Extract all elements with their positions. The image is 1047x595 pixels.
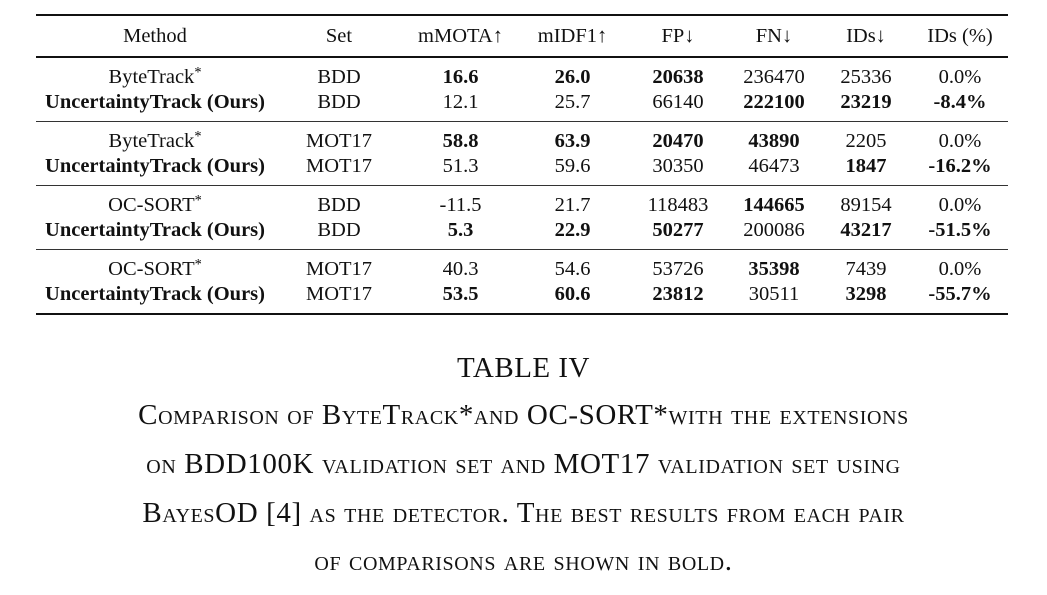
set-cell: BDD — [274, 90, 404, 122]
method-cell: OC-SORT* — [108, 256, 202, 280]
fp-cell: 66140 — [628, 90, 728, 122]
fn-cell: 236470 — [743, 66, 805, 88]
caption-line: of comparisons are shown in bold. — [314, 545, 733, 577]
midf1-cell: 60.6 — [517, 282, 628, 315]
method-cell: OC-SORT* — [108, 192, 202, 216]
set-cell: MOT17 — [274, 282, 404, 315]
fp-cell: 20638 — [652, 66, 704, 88]
table-group-ocsort-bdd: OC-SORT* BDD -11.5 21.7 118483 144665 89… — [36, 186, 1008, 250]
ids-cell: 89154 — [840, 194, 892, 216]
table-row: OC-SORT* MOT17 40.3 54.6 53726 35398 743… — [36, 250, 1008, 283]
fn-cell: 43890 — [748, 130, 800, 152]
ids-percent-cell: -51.5% — [912, 218, 1008, 250]
table-row: UncertaintyTrack (Ours) MOT17 53.5 60.6 … — [36, 282, 1008, 315]
set-cell: MOT17 — [274, 154, 404, 186]
fp-cell: 23812 — [628, 282, 728, 315]
midf1-cell: 54.6 — [554, 258, 591, 280]
header-set: Set — [274, 14, 404, 58]
method-cell: UncertaintyTrack (Ours) — [36, 218, 274, 250]
mmota-cell: 58.8 — [442, 130, 479, 152]
mmota-cell: -11.5 — [439, 194, 482, 216]
fp-cell: 30350 — [628, 154, 728, 186]
table-row: ByteTrack* BDD 16.6 26.0 20638 236470 25… — [36, 57, 1008, 90]
table-header: Method Set mMOTA↑ mIDF1↑ FP↓ FN↓ IDs↓ ID… — [36, 14, 1008, 58]
set-cell: BDD — [317, 194, 361, 216]
fp-cell: 53726 — [652, 258, 704, 280]
header-midf1: mIDF1↑ — [517, 14, 628, 58]
fp-cell: 118483 — [647, 194, 709, 216]
ids-percent-cell: 0.0% — [938, 258, 982, 280]
table-row: ByteTrack* MOT17 58.8 63.9 20470 43890 2… — [36, 122, 1008, 155]
asterisk-sup: * — [194, 128, 202, 145]
midf1-cell: 59.6 — [517, 154, 628, 186]
midf1-cell: 63.9 — [554, 130, 591, 152]
caption-line: BayesOD [4] as the detector. The best re… — [142, 497, 905, 529]
header-fn: FN↓ — [728, 14, 820, 58]
mmota-cell: 40.3 — [442, 258, 479, 280]
method-cell: UncertaintyTrack (Ours) — [36, 282, 274, 315]
table-group-ocsort-mot17: OC-SORT* MOT17 40.3 54.6 53726 35398 743… — [36, 250, 1008, 315]
midf1-cell: 22.9 — [517, 218, 628, 250]
asterisk-sup: * — [194, 64, 202, 81]
method-cell: ByteTrack* — [108, 64, 202, 88]
header-ids: IDs↓ — [820, 14, 912, 58]
ids-percent-cell: -8.4% — [912, 90, 1008, 122]
ids-percent-cell: 0.0% — [938, 194, 982, 216]
method-cell: ByteTrack* — [108, 128, 202, 152]
fp-cell: 50277 — [628, 218, 728, 250]
fn-cell: 30511 — [728, 282, 820, 315]
ids-cell: 3298 — [820, 282, 912, 315]
fp-cell: 20470 — [652, 130, 704, 152]
ids-cell: 1847 — [820, 154, 912, 186]
ids-percent-cell: 0.0% — [938, 130, 982, 152]
mmota-cell: 51.3 — [404, 154, 517, 186]
mmota-cell: 5.3 — [404, 218, 517, 250]
fn-cell: 200086 — [728, 218, 820, 250]
ids-percent-cell: -55.7% — [912, 282, 1008, 315]
table-row: UncertaintyTrack (Ours) BDD 12.1 25.7 66… — [36, 90, 1008, 122]
ids-percent-cell: -16.2% — [912, 154, 1008, 186]
mmota-cell: 53.5 — [404, 282, 517, 315]
table-label: TABLE IV — [457, 352, 590, 384]
header-fp: FP↓ — [628, 14, 728, 58]
header-ids-percent: IDs (%) — [912, 14, 1008, 58]
ids-cell: 23219 — [820, 90, 912, 122]
table-row: OC-SORT* BDD -11.5 21.7 118483 144665 89… — [36, 186, 1008, 219]
fn-cell: 222100 — [728, 90, 820, 122]
method-cell: UncertaintyTrack (Ours) — [36, 90, 274, 122]
ids-cell: 25336 — [840, 66, 892, 88]
header-method: Method — [36, 14, 274, 58]
midf1-cell: 25.7 — [517, 90, 628, 122]
ids-percent-cell: 0.0% — [938, 66, 982, 88]
ids-cell: 43217 — [820, 218, 912, 250]
set-cell: MOT17 — [305, 258, 373, 280]
set-cell: BDD — [274, 218, 404, 250]
table-group-bytetrack-mot17: ByteTrack* MOT17 58.8 63.9 20470 43890 2… — [36, 122, 1008, 186]
header-mmota: mMOTA↑ — [404, 14, 517, 58]
set-cell: BDD — [317, 66, 361, 88]
ids-cell: 7439 — [845, 258, 887, 280]
midf1-cell: 21.7 — [554, 194, 591, 216]
table-row: UncertaintyTrack (Ours) BDD 5.3 22.9 502… — [36, 218, 1008, 250]
ids-cell: 2205 — [845, 130, 887, 152]
fn-cell: 144665 — [743, 194, 805, 216]
mmota-cell: 16.6 — [442, 66, 479, 88]
mmota-cell: 12.1 — [404, 90, 517, 122]
table-group-bytetrack-bdd: ByteTrack* BDD 16.6 26.0 20638 236470 25… — [36, 57, 1008, 122]
caption-line: Comparison of ByteTrack*and OC-SORT*with… — [138, 399, 909, 431]
method-cell: UncertaintyTrack (Ours) — [36, 154, 274, 186]
caption-line: on BDD100K validation set and MOT17 vali… — [146, 448, 901, 480]
fn-cell: 35398 — [748, 258, 800, 280]
table-row: UncertaintyTrack (Ours) MOT17 51.3 59.6 … — [36, 154, 1008, 186]
results-table: Method Set mMOTA↑ mIDF1↑ FP↓ FN↓ IDs↓ ID… — [36, 14, 1008, 315]
midf1-cell: 26.0 — [554, 66, 591, 88]
set-cell: MOT17 — [305, 130, 373, 152]
results-table-container: Method Set mMOTA↑ mIDF1↑ FP↓ FN↓ IDs↓ ID… — [36, 14, 1008, 315]
asterisk-sup: * — [194, 192, 202, 209]
asterisk-sup: * — [194, 256, 202, 273]
fn-cell: 46473 — [728, 154, 820, 186]
